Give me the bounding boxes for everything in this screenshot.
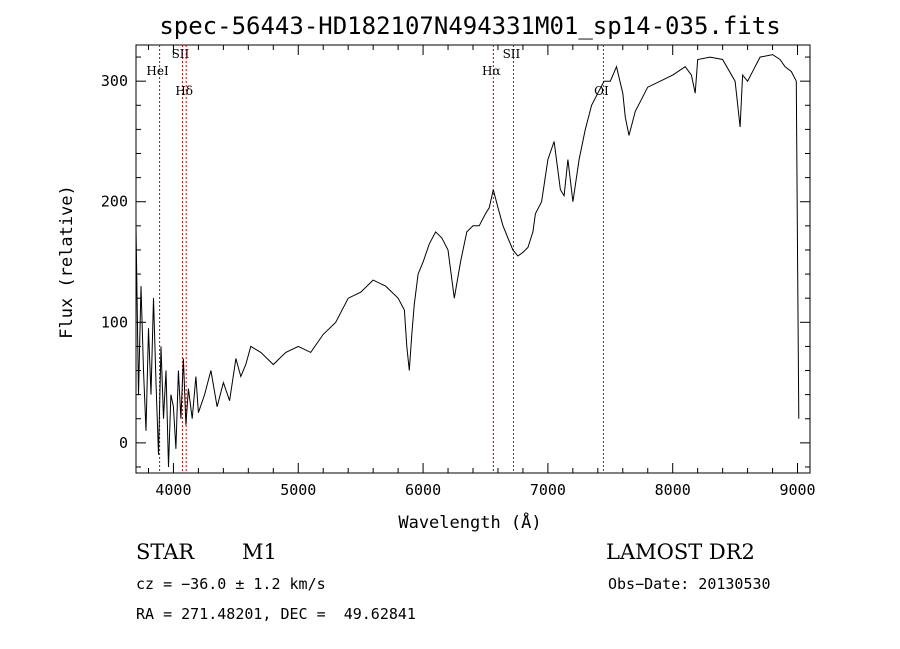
y-tick-label: 200 bbox=[101, 193, 128, 211]
x-tick-label: 7000 bbox=[530, 481, 566, 499]
x-tick-label: 6000 bbox=[405, 481, 441, 499]
plot-frame bbox=[135, 44, 811, 474]
spectral-line-label: SII bbox=[172, 47, 190, 61]
chart-title: spec-56443-HD182107N494331M01_sp14-035.f… bbox=[159, 12, 780, 40]
coordinates: RA = 271.48201, DEC = 49.62841 bbox=[136, 605, 416, 623]
x-tick-label: 5000 bbox=[280, 481, 316, 499]
spectral-line-label: HeI bbox=[146, 64, 169, 78]
spectral-line-label: OI bbox=[594, 84, 609, 98]
spectral-line-label: SII bbox=[503, 47, 521, 61]
axis-ticks: 4000 5000 6000 7000 8000 9000 0 100 200 300 bbox=[101, 45, 816, 499]
y-tick-label: 300 bbox=[101, 72, 128, 90]
spectral-line-label: Hδ bbox=[175, 84, 193, 98]
x-axis-label: Wavelength (Å) bbox=[398, 511, 541, 533]
spectrum-series bbox=[135, 54, 800, 468]
y-tick-label: 100 bbox=[101, 313, 128, 331]
y-tick-label: 0 bbox=[119, 434, 128, 452]
object-class: STAR bbox=[136, 540, 195, 564]
spectrum-line bbox=[135, 54, 800, 468]
observation-date: Obs−Date: 20130530 bbox=[608, 575, 771, 593]
survey-name: LAMOST DR2 bbox=[606, 540, 755, 564]
redshift-velocity: cz = −36.0 ± 1.2 km/s bbox=[136, 575, 326, 593]
spectral-line-label: Hα bbox=[482, 64, 501, 78]
x-tick-label: 9000 bbox=[779, 481, 815, 499]
object-subclass: M1 bbox=[242, 540, 277, 564]
x-tick-label: 8000 bbox=[655, 481, 691, 499]
x-tick-label: 4000 bbox=[155, 481, 191, 499]
y-axis-label: Flux (relative) bbox=[57, 185, 77, 339]
